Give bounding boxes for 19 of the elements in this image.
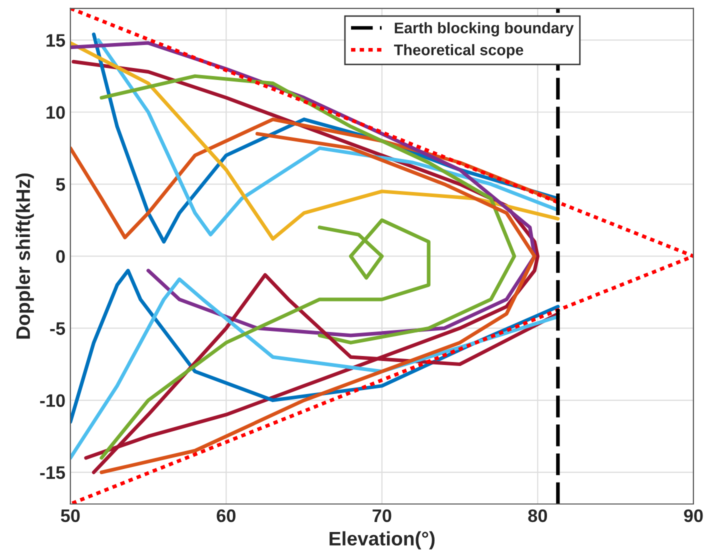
x-tick-label: 50 [60,509,80,522]
y-tick-label: -15 [40,466,66,480]
y-tick-label: 5 [56,178,66,191]
x-tick-label: 60 [216,509,236,522]
line-series [100,74,516,344]
y-tick-label: 10 [46,106,65,119]
x-axis-title: Elevation(°) [330,531,435,550]
line-series [100,132,536,474]
y-tick-label: -10 [40,394,65,407]
x-tick-label: 80 [528,509,547,522]
y-tick-label: -5 [50,322,66,335]
x-tick-label: 70 [372,509,392,522]
y-tick-label: 0 [56,250,65,263]
legend-label: Theoretical scope [394,44,524,58]
x-tick-label: 90 [684,509,703,522]
line-series [100,218,430,460]
y-axis-title: Doppler shift(kHz) [16,173,34,339]
ref-line-label: Earth blocking boundary [394,22,574,36]
y-tick-label: 15 [46,34,66,47]
